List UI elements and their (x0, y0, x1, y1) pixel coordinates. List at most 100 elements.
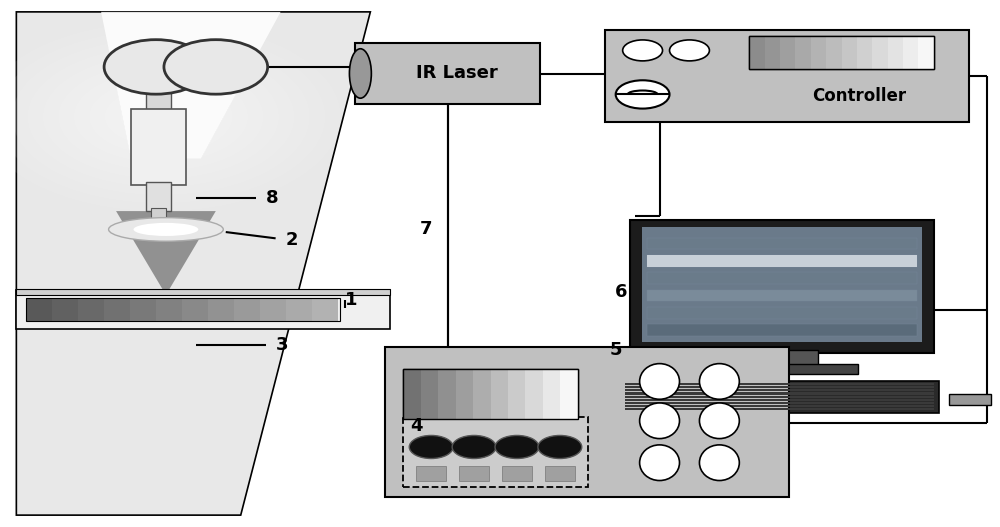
Bar (16, 290, 390, 329)
Bar (647, 290, 917, 301)
Bar (811, 36, 826, 69)
Circle shape (0, 31, 325, 203)
Polygon shape (16, 12, 370, 515)
Text: 7: 7 (420, 220, 433, 238)
Polygon shape (16, 12, 370, 515)
Bar (795, 36, 811, 69)
Circle shape (452, 435, 496, 458)
Bar (52, 298, 79, 321)
Bar (826, 36, 842, 69)
Bar (749, 36, 934, 69)
Bar (630, 220, 934, 353)
Bar (625, 402, 934, 404)
Polygon shape (16, 12, 370, 515)
Text: 4: 4 (410, 417, 423, 435)
Circle shape (59, 63, 263, 171)
Ellipse shape (349, 49, 371, 98)
Text: 1: 1 (345, 291, 358, 309)
Bar (286, 298, 313, 321)
Polygon shape (16, 12, 370, 515)
Bar (903, 36, 918, 69)
Polygon shape (16, 12, 370, 515)
Bar (625, 399, 934, 401)
Circle shape (616, 80, 670, 109)
Bar (780, 36, 795, 69)
Bar (416, 466, 446, 481)
Bar (749, 36, 934, 69)
Text: 3: 3 (276, 336, 288, 354)
Circle shape (43, 55, 279, 179)
Circle shape (538, 435, 582, 458)
Bar (647, 272, 917, 284)
Bar (260, 298, 287, 321)
Bar (26, 298, 340, 321)
Circle shape (623, 40, 663, 61)
Bar (647, 324, 917, 336)
Bar (403, 417, 588, 487)
Bar (765, 36, 780, 69)
Circle shape (409, 435, 453, 458)
Bar (385, 347, 789, 497)
Bar (625, 383, 934, 385)
Bar (473, 369, 491, 419)
Ellipse shape (699, 445, 739, 481)
Bar (130, 298, 157, 321)
Bar (151, 209, 166, 219)
Bar (872, 36, 888, 69)
Bar (647, 307, 917, 318)
Circle shape (12, 38, 310, 195)
Ellipse shape (109, 218, 223, 241)
Ellipse shape (699, 364, 739, 399)
Bar (620, 382, 939, 413)
Bar (749, 36, 765, 69)
Bar (403, 369, 578, 419)
Bar (642, 227, 922, 342)
Bar (26, 298, 53, 321)
Bar (625, 393, 934, 395)
Polygon shape (16, 12, 370, 515)
Ellipse shape (699, 403, 739, 438)
Bar (625, 408, 934, 411)
Bar (182, 298, 209, 321)
Polygon shape (16, 12, 370, 515)
Bar (312, 298, 338, 321)
Bar (146, 91, 171, 112)
Circle shape (104, 40, 208, 94)
Bar (78, 298, 105, 321)
Bar (745, 350, 818, 366)
Bar (918, 36, 934, 69)
Bar (403, 369, 578, 419)
Bar (234, 298, 261, 321)
Text: IR Laser: IR Laser (416, 64, 498, 82)
Bar (525, 369, 543, 419)
Polygon shape (16, 12, 370, 515)
Circle shape (670, 40, 709, 61)
Bar (502, 466, 532, 481)
Text: 5: 5 (610, 341, 622, 359)
Bar (545, 466, 575, 481)
Bar (104, 298, 131, 321)
Bar (560, 369, 578, 419)
Text: 2: 2 (286, 231, 298, 249)
Circle shape (136, 103, 186, 130)
Polygon shape (16, 12, 370, 515)
Bar (842, 36, 857, 69)
Polygon shape (16, 12, 370, 515)
Circle shape (74, 71, 248, 162)
Circle shape (0, 22, 340, 211)
Bar (459, 466, 489, 481)
Polygon shape (16, 12, 370, 515)
Bar (647, 255, 917, 267)
Polygon shape (16, 12, 370, 515)
Bar (949, 394, 991, 405)
Polygon shape (16, 12, 370, 515)
Bar (355, 43, 540, 104)
Text: 6: 6 (615, 284, 627, 301)
Bar (16, 289, 390, 295)
Bar (857, 36, 872, 69)
Polygon shape (16, 12, 370, 515)
Polygon shape (16, 12, 370, 515)
Bar (647, 255, 917, 267)
Bar (403, 369, 421, 419)
Ellipse shape (640, 364, 680, 399)
